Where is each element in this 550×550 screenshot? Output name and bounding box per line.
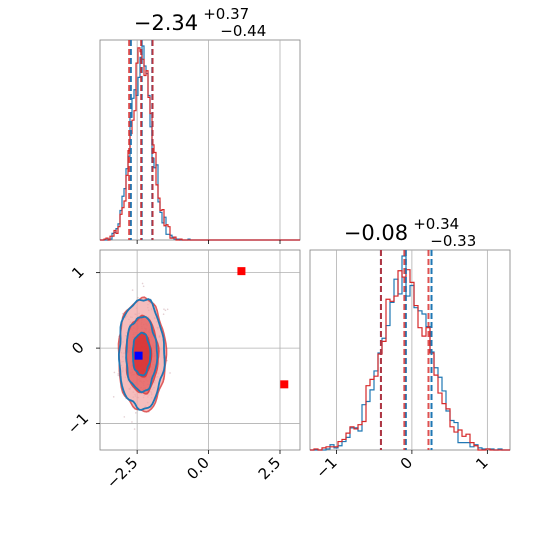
joint-sample-point [123, 416, 126, 418]
joint-sample-point [112, 396, 115, 398]
y-marginal-panel: −1 0 1 −0.08 +0.34 −0.33 [309, 214, 511, 482]
y-marginal-x-tick-label: 1 [472, 454, 491, 473]
joint-x-tick-label: 2.5 [255, 454, 285, 484]
joint-y-tick-label: −1 [64, 409, 92, 437]
joint-sample-point [137, 296, 139, 299]
truth-marker-a [134, 351, 143, 360]
joint-sample-point [142, 285, 145, 288]
joint-x-tick-label: 0.0 [183, 454, 213, 484]
y-marginal-x-tick-label: −1 [312, 454, 340, 482]
y-marginal-x-tick-label: 0 [397, 454, 416, 473]
x-title-plus: +0.37 [203, 5, 249, 23]
x-title-median: −2.34 [134, 11, 198, 35]
y-title-median: −0.08 [344, 221, 408, 245]
joint-sample-point [113, 371, 116, 374]
joint-sample-point [163, 308, 165, 310]
joint-sample-point [134, 412, 137, 414]
y-title-minus: −0.33 [430, 232, 476, 250]
x-marginal-frame [99, 39, 301, 241]
x-marginal-grid [136, 40, 281, 240]
x-marginal-panel: −2.34 +0.37 −0.44 [99, 4, 301, 244]
joint-contour-a [117, 298, 166, 411]
joint-sample-point [133, 428, 136, 430]
joint-content [112, 267, 289, 430]
joint-y-tick-label: 0 [68, 338, 87, 357]
y-marginal-grid [336, 250, 488, 450]
y-title-plus: +0.34 [413, 215, 459, 233]
joint-sample-point [117, 374, 120, 377]
joint-y-tick-label: 1 [68, 263, 87, 282]
y-marginal-ticks: −1 0 1 [312, 450, 492, 482]
joint-x-tick-label: −2.5 [103, 454, 141, 492]
y-marginal-title: −0.08 +0.34 −0.33 [344, 214, 476, 250]
joint-sample-point [141, 282, 144, 285]
x-title-minus: −0.44 [220, 22, 266, 40]
joint-sample-point [164, 309, 167, 312]
joint-sample-point [166, 308, 169, 311]
joint-sample-point [131, 421, 133, 423]
x-marginal-title: −2.34 +0.37 −0.44 [134, 4, 266, 40]
joint-contour-a [131, 331, 152, 377]
x-marginal-ticks [136, 240, 281, 244]
y-marginal-frame [309, 249, 511, 451]
joint-sample-point [117, 373, 119, 375]
x-hist-series-b [100, 47, 300, 241]
y-marginal-content [310, 250, 510, 451]
joint-contour-a [125, 315, 159, 394]
x-marginal-content [100, 40, 300, 241]
truth-marker-b [237, 267, 246, 276]
joint-sample-point [162, 313, 165, 316]
joint-panel: −2.5 0.0 2.5 −1 0 1 [64, 249, 301, 492]
joint-sample-point [131, 289, 134, 291]
joint-sample-point [169, 372, 171, 374]
truth-marker-b [280, 380, 289, 389]
